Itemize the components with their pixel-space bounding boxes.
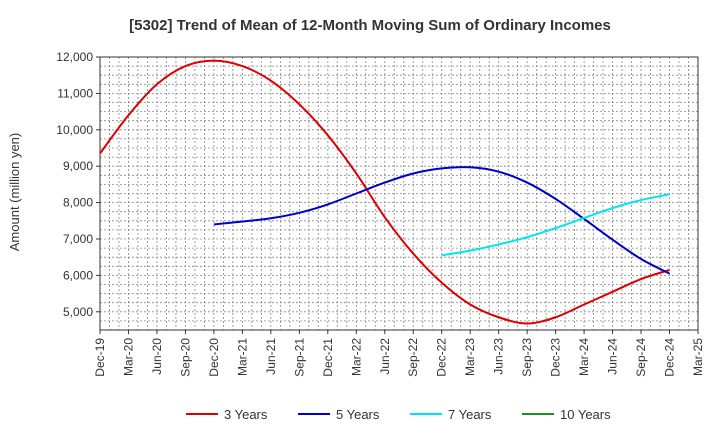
y-tick-label: 6,000 [63, 268, 93, 282]
x-tick-label: Jun-21 [264, 338, 278, 375]
x-tick-label: Sep-22 [406, 338, 420, 377]
grid [100, 57, 698, 330]
legend-label-7-years: 7 Years [448, 407, 492, 422]
y-tick-label: 12,000 [56, 50, 93, 64]
x-tick-label: Mar-22 [349, 338, 363, 376]
x-tick-label: Sep-21 [292, 338, 306, 377]
x-tick-label: Dec-21 [321, 338, 335, 377]
y-tick-label: 9,000 [63, 159, 93, 173]
x-tick-label: Mar-23 [463, 338, 477, 376]
series-line-7-years [441, 193, 670, 257]
legend-label-5-years: 5 Years [336, 407, 380, 422]
x-tick-label: Dec-20 [207, 338, 221, 377]
x-tick-label: Jun-20 [150, 338, 164, 375]
x-tick-label: Jun-24 [606, 338, 620, 375]
y-axis-label: Amount (million yen) [7, 133, 22, 252]
series-line-5-years [213, 166, 670, 275]
plot-area [99, 56, 699, 331]
x-tick-label: Mar-25 [691, 338, 705, 376]
x-tick-label: Jun-22 [378, 338, 392, 375]
x-tick-label: Sep-20 [178, 338, 192, 377]
legend-label-3-years: 3 Years [224, 407, 268, 422]
x-tick-label: Sep-24 [634, 338, 648, 377]
x-tick-label: Mar-24 [577, 338, 591, 376]
y-tick-label: 5,000 [63, 305, 93, 319]
y-tick-label: 10,000 [56, 123, 93, 137]
x-tick-label: Mar-21 [235, 338, 249, 376]
series-line-3-years [99, 59, 670, 325]
legend: 3 Years 5 Years 7 Years 10 Years [186, 407, 611, 422]
y-tick-label: 7,000 [63, 232, 93, 246]
y-tick-label: 11,000 [57, 86, 93, 100]
legend-label-10-years: 10 Years [560, 407, 611, 422]
x-tick-label: Dec-22 [435, 338, 449, 377]
x-tick-label: Jun-23 [492, 338, 506, 375]
x-tick-label: Sep-23 [520, 338, 534, 377]
chart-title: [5302] Trend of Mean of 12-Month Moving … [129, 17, 611, 34]
y-tick-label: 8,000 [63, 196, 93, 210]
x-tick-label: Dec-19 [93, 338, 107, 377]
x-axis-ticks: Dec-19 Mar-20 Jun-20 Sep-20 Dec-20 Mar-21 Jun-… [93, 330, 705, 377]
y-axis-ticks: 5,000 6,000 7,000 8,000 9,000 10,000 11,000 12,… [56, 50, 100, 319]
x-tick-label: Dec-23 [549, 338, 563, 377]
series-lines [99, 59, 670, 325]
x-tick-label: Mar-20 [121, 338, 135, 376]
x-tick-label: Dec-24 [663, 338, 677, 377]
